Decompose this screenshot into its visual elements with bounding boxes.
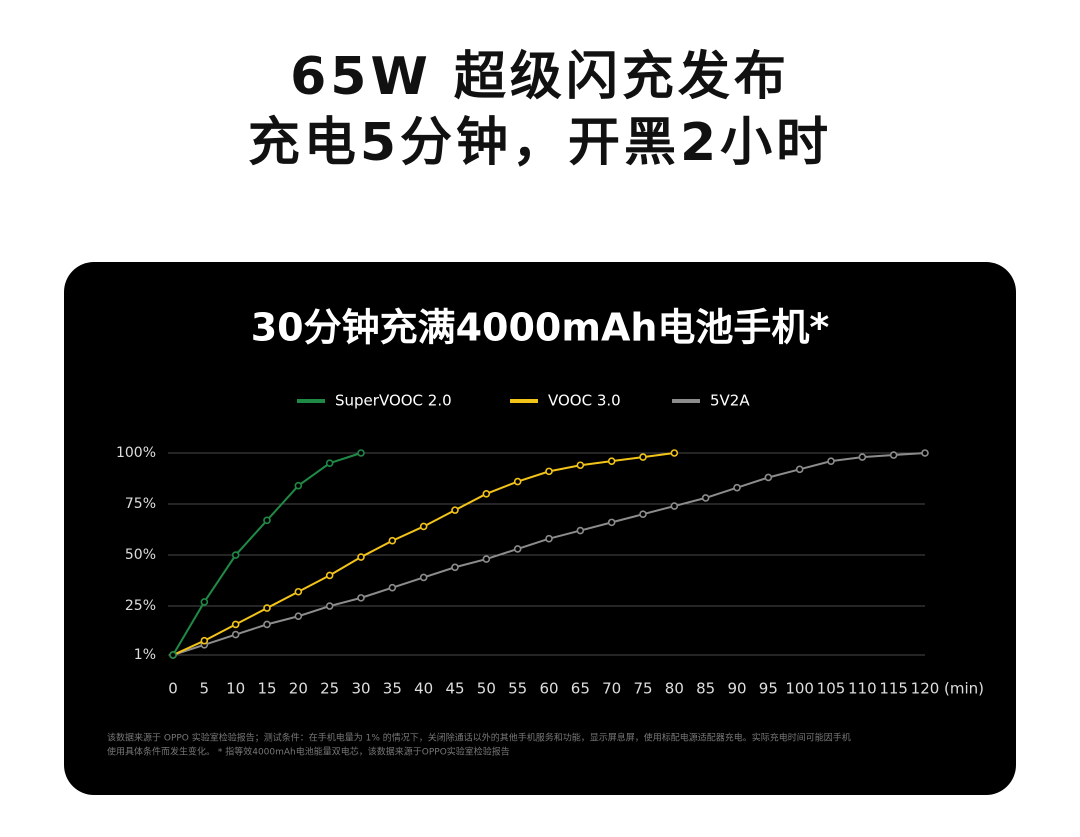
data-point [231,551,240,559]
data-point [639,453,647,461]
data-point [325,571,334,580]
x-tick-label: 100 [785,680,814,698]
x-tick-label: 40 [414,680,433,698]
data-point [545,467,553,476]
data-point [388,536,397,545]
x-tick-label: 35 [383,680,402,698]
data-point [325,602,334,610]
data-point [200,598,209,606]
legend-label: SuperVOOC 2.0 [335,392,452,410]
data-point [827,457,835,465]
footnote: 该数据来源于 OPPO 实验室检验报告；测试条件：在手机电量为 1% 的情况下，… [107,732,851,744]
x-tick-label: 120 [911,680,940,698]
chart-panel [64,262,1016,795]
x-tick-label: 55 [508,680,527,698]
x-tick-label: 95 [759,680,778,698]
data-point [607,457,616,465]
data-point [419,573,428,582]
data-point [576,526,585,535]
data-point [889,451,898,459]
data-point [451,506,459,514]
data-point [670,502,679,510]
x-tick-label: 105 [817,680,846,698]
y-tick-label: 100% [116,445,156,461]
x-tick-label: 5 [200,680,210,698]
data-point [921,449,929,457]
footnote: 使用具体条件而发生变化。 * 指等效4000mAh电池能量双电芯，该数据来源于O… [107,746,510,758]
data-point [607,518,616,527]
data-point [325,459,334,468]
y-tick-label: 25% [125,598,156,614]
x-tick-label: 110 [848,680,877,698]
data-point [451,563,459,572]
x-tick-label: 15 [257,680,276,698]
x-tick-label: 0 [168,680,178,698]
x-unit: (min) [944,680,984,698]
data-point [169,651,177,659]
data-point [701,494,710,502]
x-tick-label: 20 [289,680,308,698]
data-point [357,449,365,457]
data-point [670,449,679,457]
data-point [294,481,303,490]
x-tick-label: 80 [665,680,684,698]
data-point [419,522,428,531]
data-point [482,490,491,498]
data-point [639,510,647,519]
headline: 65W 超级闪充发布 [290,47,790,107]
x-tick-label: 45 [445,680,464,698]
x-tick-label: 90 [727,680,746,698]
data-point [263,516,271,525]
data-point [576,461,585,470]
data-point [200,636,209,645]
data-point [513,545,522,553]
x-tick-label: 70 [602,680,621,698]
x-tick-label: 30 [351,680,370,698]
x-tick-label: 50 [477,680,496,698]
data-point [795,465,804,474]
headline: 充电5分钟，开黑2小时 [248,113,832,173]
data-point [294,587,303,596]
data-point [733,483,741,492]
data-point [764,473,773,482]
y-tick-label: 1% [134,647,156,663]
data-point [263,604,271,612]
chart-title: 30分钟充满4000mAh电池手机* [251,306,830,350]
data-point [388,583,397,592]
data-point [263,620,271,629]
x-tick-label: 85 [696,680,715,698]
data-point [294,612,303,621]
data-point [513,477,522,486]
data-point [231,620,240,629]
legend-label: 5V2A [710,392,750,410]
x-tick-label: 10 [226,680,245,698]
x-tick-label: 65 [571,680,590,698]
data-point [858,453,867,461]
data-point [545,534,553,543]
legend-label: VOOC 3.0 [548,392,621,410]
y-tick-label: 75% [125,496,156,512]
data-point [357,594,365,602]
x-tick-label: 25 [320,680,339,698]
data-point [231,630,240,639]
data-point [482,555,491,563]
x-tick-label: 60 [539,680,558,698]
x-tick-label: 75 [633,680,652,698]
y-tick-label: 50% [125,547,156,563]
x-tick-label: 115 [879,680,908,698]
data-point [357,553,365,561]
